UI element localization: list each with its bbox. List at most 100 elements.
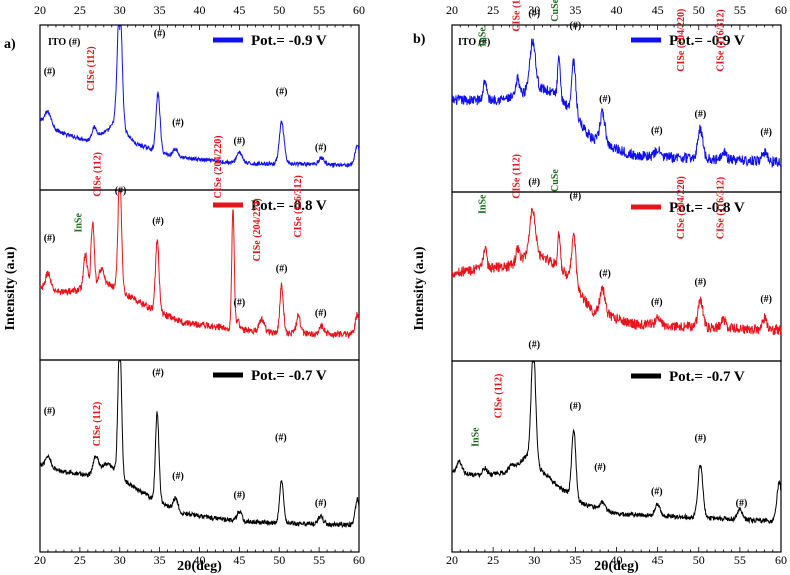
- peak-annotation: CISe (204/220): [213, 135, 224, 198]
- peak-marker: (#): [115, 185, 127, 196]
- ito-label: ITO (#): [458, 37, 490, 48]
- x-tick-label: 30: [114, 553, 126, 567]
- peak-marker: (#): [172, 471, 184, 482]
- peak-annotation: CISe (112): [93, 152, 104, 197]
- x-tick-label: 35: [154, 553, 166, 567]
- spectrum-line: [39, 190, 360, 339]
- peak-annotation: CISe (116/312): [293, 175, 304, 238]
- x-tick-label: 25: [487, 553, 499, 567]
- peak-marker: (#): [275, 433, 287, 444]
- x-tick-label-top: 55: [734, 3, 746, 17]
- subplot-2: Pot.= -0.8 V (#) InSe CISe (112) (#) (#) CISe …: [39, 135, 360, 361]
- x-tick-label: 60: [353, 553, 365, 567]
- peak-annotation: CuSe: [550, 0, 561, 22]
- subplot-frame: [451, 24, 782, 193]
- peak-marker: (#): [276, 264, 288, 275]
- peak-marker: (#): [594, 462, 606, 473]
- peak-annotation: CISe (116/312): [715, 9, 726, 72]
- x-tick-label-top: 25: [487, 3, 499, 17]
- legend-label: Pot.= -0.9 V: [669, 33, 745, 49]
- x-tick-label: 50: [273, 553, 285, 567]
- subplot-1: Pot.= -0.9 V ITO (#) (#) CISe (112) (#) (#) (#…: [39, 24, 360, 191]
- peak-marker: (#): [651, 126, 663, 137]
- legend-label: Pot.= -0.7 V: [251, 368, 327, 384]
- x-tick-label-top: 30: [114, 3, 126, 17]
- spectrum-line: [451, 207, 782, 336]
- x-tick-label-top: 40: [194, 3, 206, 17]
- legend-label: Pot.= -0.8 V: [251, 198, 327, 214]
- peak-marker: (#): [315, 498, 327, 509]
- ito-label: ITO (#): [48, 37, 80, 48]
- legend-label: Pot.= -0.9 V: [251, 33, 327, 49]
- peak-marker: (#): [695, 109, 707, 120]
- panel-b: b) Intensity (a.u) 2θ(deg) 20 20 25 25 30 30 35 35…: [412, 0, 787, 574]
- peak-marker: (#): [44, 67, 56, 78]
- x-tick-label: 35: [569, 553, 581, 567]
- peak-annotation: CISe (204/220): [676, 9, 687, 72]
- peak-marker: (#): [528, 9, 540, 20]
- peak-annotation: CISe (112): [511, 154, 522, 199]
- peak-marker: (#): [44, 233, 56, 244]
- peak-annotation: CISe (112): [92, 402, 103, 447]
- peak-annotation: CISe (112): [86, 46, 97, 91]
- peak-annotation: CISe (204/220): [252, 198, 263, 261]
- x-tick-label: 40: [611, 553, 623, 567]
- panel-a: a) Intensity (a.u) 2θ(deg) 20 20 25 25 30 30 35 35…: [3, 3, 365, 574]
- spectrum-line: [39, 25, 360, 169]
- subplot-3: Pot.= -0.7 V InSe CISe (112) (#) (#) (#) (#) (#…: [451, 340, 782, 553]
- x-tick-label-top: 55: [313, 3, 325, 17]
- subplot-3: Pot.= -0.7 V (#) CISe (112) (#) (#) (#) (#) (#): [39, 359, 360, 553]
- x-tick-label-top: 35: [569, 3, 581, 17]
- spectrum-line: [39, 360, 360, 529]
- spectrum-line: [451, 38, 782, 169]
- peak-marker: (#): [152, 216, 164, 227]
- x-tick-label: 20: [34, 553, 46, 567]
- legend-label: Pot.= -0.8 V: [669, 200, 745, 216]
- x-tick-label-top: 60: [775, 3, 787, 17]
- peak-marker: (#): [570, 191, 582, 202]
- peak-annotation: InSe: [470, 427, 481, 447]
- peak-marker: (#): [651, 487, 663, 498]
- peak-marker: (#): [651, 297, 663, 308]
- x-tick-label-top: 20: [34, 3, 46, 17]
- peak-marker: (#): [599, 269, 611, 280]
- peak-marker: (#): [234, 136, 246, 147]
- peak-marker: (#): [695, 277, 707, 288]
- x-tick-label-top: 20: [446, 3, 458, 17]
- x-tick-label-top: 45: [652, 3, 664, 17]
- peak-marker: (#): [570, 401, 582, 412]
- x-tick-label: 45: [652, 553, 664, 567]
- x-tick-label-top: 25: [74, 3, 86, 17]
- peak-marker: (#): [154, 29, 166, 40]
- peak-marker: (#): [599, 94, 611, 105]
- x-tick-label-top: 50: [273, 3, 285, 17]
- x-tick-label-top: 35: [154, 3, 166, 17]
- peak-marker: (#): [570, 20, 582, 31]
- peak-annotation: InSe: [478, 194, 489, 214]
- peak-marker: (#): [172, 118, 184, 129]
- peak-annotation: CISe (116/312): [715, 177, 726, 240]
- peak-marker: (#): [315, 308, 327, 319]
- peak-annotation: CISe (112): [511, 0, 522, 32]
- peak-marker: (#): [234, 298, 246, 309]
- y-axis-title: Intensity (a.u): [412, 246, 427, 330]
- x-axis-title: 2θ(deg): [594, 559, 639, 574]
- x-tick-label: 20: [446, 553, 458, 567]
- peak-annotation: CuSe: [550, 169, 561, 192]
- subplot-1: Pot.= -0.9 V ITO (#)InSe CISe (112) (#) CuSe…: [451, 0, 782, 193]
- x-tick-label-top: 50: [693, 3, 705, 17]
- peak-annotation: CISe (112): [493, 374, 504, 419]
- y-axis-title: Intensity (a.u): [3, 246, 18, 330]
- peak-marker: (#): [152, 367, 164, 378]
- peak-annotation: CISe (204/220): [676, 176, 687, 239]
- peak-marker: (#): [276, 86, 288, 97]
- x-tick-label: 30: [528, 553, 540, 567]
- peak-marker: (#): [44, 406, 56, 417]
- x-tick-label-top: 45: [233, 3, 245, 17]
- peak-annotation: InSe: [74, 213, 85, 233]
- panel-label: b): [413, 32, 426, 47]
- legend-label: Pot.= -0.7 V: [669, 369, 745, 385]
- peak-marker: (#): [528, 177, 540, 188]
- x-tick-label: 25: [74, 553, 86, 567]
